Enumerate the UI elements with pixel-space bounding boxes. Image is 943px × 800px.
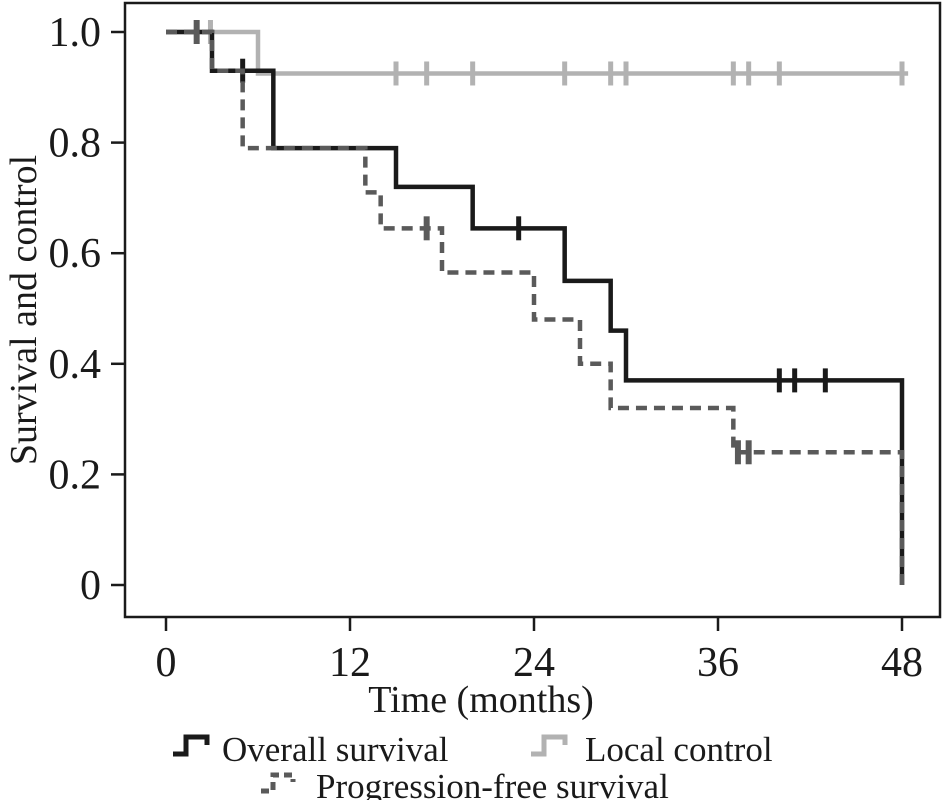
y-axis-title: Survival and control bbox=[3, 155, 45, 465]
y-tick-label: 0.4 bbox=[49, 342, 102, 388]
plot-area-border bbox=[123, 1, 942, 619]
y-tick-label: 0.2 bbox=[49, 452, 102, 498]
legend-label-local-control: Local control bbox=[585, 730, 773, 769]
x-tick-label: 36 bbox=[697, 640, 739, 686]
legend-label-progression-free-survival: Progression-free survival bbox=[316, 767, 669, 800]
series-progression-free-survival bbox=[166, 20, 905, 585]
legend-icon-overall-survival bbox=[173, 734, 210, 757]
series-overall-survival bbox=[166, 29, 905, 585]
legend-icon-progression-free-survival bbox=[261, 772, 296, 794]
legend-label-overall-survival: Overall survival bbox=[222, 730, 449, 769]
y-tick-label: 0.8 bbox=[49, 121, 102, 167]
series-local-control bbox=[166, 20, 909, 86]
x-axis-ticks: 0 12 24 36 48 bbox=[156, 617, 923, 686]
x-tick-label: 0 bbox=[156, 640, 177, 686]
x-axis-title: Time (months) bbox=[368, 679, 594, 721]
x-tick-label: 24 bbox=[513, 640, 555, 686]
series-line-overall-survival bbox=[166, 29, 905, 585]
legend: Overall survival Local control Progressi… bbox=[173, 730, 773, 800]
y-tick-label: 0.6 bbox=[49, 231, 102, 277]
y-tick-label: 0 bbox=[80, 563, 101, 609]
y-tick-label: 1.0 bbox=[49, 10, 102, 56]
legend-icon-local-control bbox=[531, 734, 568, 757]
x-tick-label: 48 bbox=[881, 640, 923, 686]
series-line-progression-free-survival bbox=[166, 29, 905, 585]
y-axis-ticks: 1.0 0.8 0.6 0.4 0.2 0 bbox=[49, 10, 125, 609]
series-curves bbox=[166, 20, 909, 585]
x-tick-label: 12 bbox=[329, 640, 371, 686]
series-line-local-control bbox=[166, 29, 909, 76]
